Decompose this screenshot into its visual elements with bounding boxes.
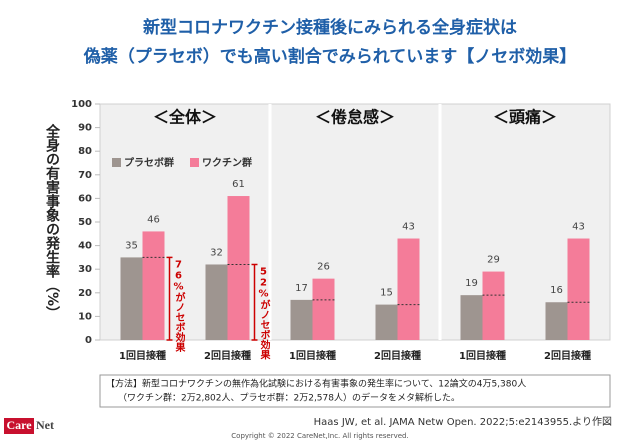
source: Haas JW, et al. JAMA Netw Open. 2022;5:e… <box>314 416 612 428</box>
x-tick-label: 1回目接種 <box>459 349 506 362</box>
value-label: 29 <box>487 255 500 266</box>
y-tick-label: 20 <box>78 288 92 299</box>
value-label: 32 <box>210 247 223 258</box>
bar <box>460 295 483 340</box>
y-tick-label: 10 <box>78 311 92 322</box>
value-label: 35 <box>125 240 138 251</box>
legend-label: プラセボ群 <box>124 156 174 169</box>
value-label: 17 <box>295 283 308 294</box>
y-tick-label: 60 <box>78 193 92 204</box>
bar <box>227 196 250 340</box>
legend-swatch <box>112 158 121 167</box>
bar <box>397 238 420 340</box>
value-label: 16 <box>550 285 563 296</box>
bar <box>312 278 335 340</box>
logo: Care <box>6 418 32 432</box>
y-tick-label: 70 <box>78 170 92 181</box>
annotation: 52%がノセボ効果 <box>258 266 271 360</box>
legend-swatch <box>190 158 199 167</box>
note-box <box>99 374 611 408</box>
title-line: 新型コロナワクチン接種後にみられる全身症状は <box>143 17 517 38</box>
panel-title: ＜倦怠感＞ <box>315 108 395 127</box>
bar <box>120 257 143 340</box>
panel-title: ＜頭痛＞ <box>493 108 557 127</box>
bar <box>567 238 590 340</box>
x-tick-label: 2回目接種 <box>204 349 251 362</box>
title-line: 偽薬（プラセボ）でも高い割合でみられています【ノセボ効果】 <box>83 46 577 67</box>
note: （ワクチン群：2万2,802人、プラセボ群：2万2,578人）のデータをメタ解析… <box>118 392 460 404</box>
value-label: 43 <box>572 222 585 233</box>
bar <box>375 304 398 340</box>
y-tick-label: 0 <box>85 335 92 346</box>
note: 【方法】新型コロナワクチンの無作為化試験における有害事象の発生率について、12論… <box>106 378 526 390</box>
logo-box <box>4 418 34 434</box>
value-label: 19 <box>465 278 478 289</box>
bar <box>482 271 505 340</box>
y-axis-label: 全身の有害事象の発生率（%） <box>44 123 61 320</box>
value-label: 61 <box>232 179 245 190</box>
annotation: 76%がノセボ効果 <box>173 259 186 353</box>
y-tick-label: 30 <box>78 264 92 275</box>
x-tick-label: 1回目接種 <box>289 349 336 362</box>
value-label: 43 <box>402 222 415 233</box>
value-label: 26 <box>317 262 330 273</box>
plot-area <box>99 103 611 341</box>
bar <box>142 231 165 340</box>
legend-label: ワクチン群 <box>202 156 252 169</box>
bar <box>205 264 228 340</box>
copyright: Copyright © 2022 CareNet,Inc. All rights… <box>231 432 408 440</box>
logo: Net <box>36 418 54 432</box>
x-tick-label: 1回目接種 <box>119 349 166 362</box>
value-label: 46 <box>147 214 160 225</box>
y-tick-label: 50 <box>78 217 92 228</box>
y-tick-label: 80 <box>78 146 92 157</box>
panel-title: ＜全体＞ <box>153 108 217 127</box>
y-tick-label: 100 <box>71 99 92 110</box>
y-tick-label: 90 <box>78 123 92 134</box>
bar <box>290 299 313 340</box>
x-tick-label: 2回目接種 <box>544 349 591 362</box>
y-tick-label: 40 <box>78 241 92 252</box>
bar <box>545 302 568 340</box>
value-label: 15 <box>380 288 393 299</box>
x-tick-label: 2回目接種 <box>374 349 421 362</box>
